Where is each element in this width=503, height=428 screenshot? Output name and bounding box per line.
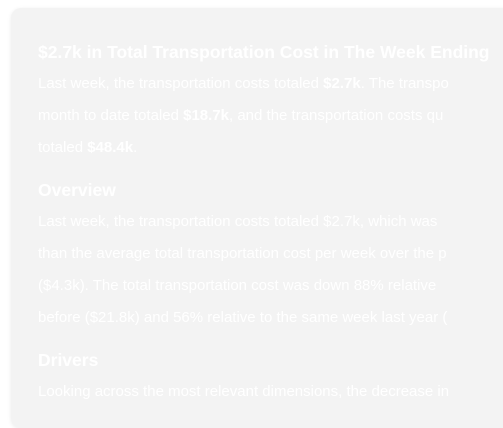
- summary-line-1: Last week, the transportation costs tota…: [38, 68, 503, 100]
- drivers-line: Looking across the most relevant dimensi…: [38, 383, 450, 400]
- summary-text: Last week, the transportation costs tota…: [38, 75, 324, 92]
- overview-line: ($4.3k). The total transportation cost w…: [38, 277, 437, 294]
- summary-text: .: [133, 139, 138, 156]
- insight-card: $2.7k in Total Transportation Cost in Th…: [11, 8, 503, 428]
- overview-line: before ($21.8k) and 56% relative to the …: [38, 309, 448, 326]
- summary-line-3: totaled $48.4k.: [38, 132, 503, 164]
- summary-text: totaled: [38, 139, 88, 156]
- insight-title: $2.7k in Total Transportation Cost in Th…: [38, 42, 490, 62]
- drivers-heading: Drivers: [38, 350, 99, 370]
- insight-content: $2.7k in Total Transportation Cost in Th…: [38, 32, 503, 408]
- overview-line: Last week, the transportation costs tota…: [38, 213, 438, 230]
- overview-line: than the average total transportation co…: [38, 245, 447, 262]
- summary-text: month to date totaled: [38, 107, 184, 124]
- summary-text: . The transpo: [360, 75, 449, 92]
- summary-line-2: month to date totaled $18.7k, and the tr…: [38, 100, 503, 132]
- month-to-date-value: $18.7k: [183, 107, 229, 124]
- weekly-cost-value: $2.7k: [323, 75, 361, 92]
- summary-text: , and the transportation costs qu: [229, 107, 444, 124]
- quarter-to-date-value: $48.4k: [87, 139, 134, 156]
- overview-heading: Overview: [38, 180, 116, 200]
